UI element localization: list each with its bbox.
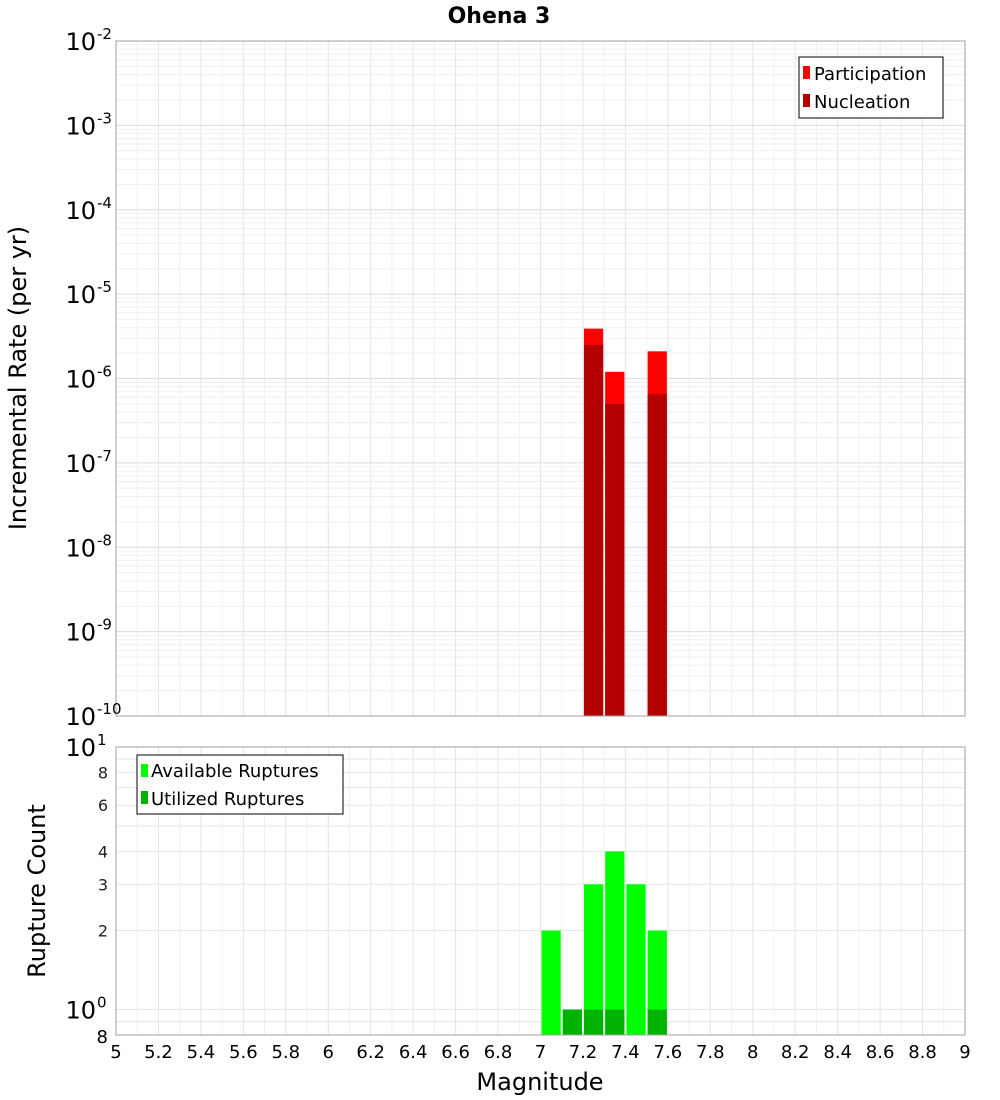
bar-utilized-ruptures bbox=[605, 1009, 625, 1035]
y-tick-exponent: -3 bbox=[97, 109, 112, 127]
x-tick-label: 6.2 bbox=[356, 1042, 385, 1063]
y-tick-label: 2 bbox=[98, 922, 108, 941]
x-tick-label: 8.4 bbox=[823, 1042, 852, 1063]
bar-available-ruptures bbox=[583, 884, 604, 1035]
chart-title: Ohena 3 bbox=[448, 4, 551, 29]
x-tick-label: 6.4 bbox=[399, 1042, 428, 1063]
bar-utilized-ruptures bbox=[583, 1009, 604, 1035]
legend-swatch-nucleation bbox=[803, 94, 810, 107]
bottom-y-axis-label: Rupture Count bbox=[23, 804, 51, 978]
y-tick-label: 10 bbox=[65, 734, 96, 762]
y-tick-exponent: -6 bbox=[97, 363, 112, 381]
bar-available-ruptures bbox=[647, 930, 667, 1035]
bottom-plot-frame bbox=[115, 746, 966, 1036]
y-tick-label: 10 bbox=[65, 534, 96, 562]
bar-nucleation bbox=[605, 403, 625, 716]
bar-utilized-ruptures bbox=[647, 1009, 667, 1035]
x-tick-label: 6.6 bbox=[441, 1042, 470, 1063]
y-tick-label: 10 bbox=[65, 28, 96, 56]
x-tick-label: 6.8 bbox=[484, 1042, 513, 1063]
y-tick-label: 10 bbox=[65, 450, 96, 478]
bar-nucleation bbox=[583, 344, 604, 716]
top-legend-box bbox=[798, 56, 944, 119]
bar-nucleation bbox=[647, 394, 667, 716]
top-plot-frame bbox=[115, 40, 966, 717]
x-tick-label: 9 bbox=[959, 1042, 970, 1063]
top-legend: Participation Nucleation bbox=[798, 56, 944, 119]
bottom-legend: Available Ruptures Utilized Ruptures bbox=[136, 754, 344, 815]
legend-label-participation: Participation bbox=[814, 64, 926, 85]
x-axis-ticks: 5 5.2 5.4 5.6 5.8 6 6.2 6.4 6.6 6.8 7 7.2 7.4 7.6 7.8 8… bbox=[110, 1042, 970, 1063]
y-tick-label: 10 bbox=[65, 619, 96, 647]
x-tick-label: 7.8 bbox=[696, 1042, 725, 1063]
bar-available-ruptures bbox=[605, 851, 625, 1035]
x-tick-label: 6 bbox=[323, 1042, 334, 1063]
y-tick-exponent: -8 bbox=[97, 531, 112, 549]
y-tick-label: 10 bbox=[65, 366, 96, 394]
x-tick-label: 5.6 bbox=[229, 1042, 258, 1063]
y-tick-label: 8 bbox=[97, 1027, 108, 1048]
x-axis-label: Magnitude bbox=[476, 1068, 603, 1096]
y-tick-exponent: 0 bbox=[97, 994, 107, 1012]
y-tick-exponent: -2 bbox=[97, 25, 112, 43]
x-tick-label: 7.2 bbox=[569, 1042, 598, 1063]
x-tick-label: 7.4 bbox=[611, 1042, 640, 1063]
y-tick-exponent: -9 bbox=[97, 616, 112, 634]
legend-label-utilized-ruptures: Utilized Ruptures bbox=[151, 789, 304, 810]
y-tick-label: 10 bbox=[65, 197, 96, 225]
y-tick-label: 3 bbox=[98, 875, 108, 894]
y-tick-label: 10 bbox=[65, 997, 96, 1025]
bar-utilized-ruptures bbox=[562, 1009, 582, 1035]
x-tick-label: 5 bbox=[110, 1042, 121, 1063]
y-tick-label: 8 bbox=[98, 763, 108, 782]
y-tick-exponent: -7 bbox=[97, 447, 112, 465]
legend-label-available-ruptures: Available Ruptures bbox=[151, 761, 319, 782]
x-tick-label: 5.2 bbox=[144, 1042, 173, 1063]
x-tick-label: 8.8 bbox=[908, 1042, 937, 1063]
bottom-legend-box bbox=[136, 754, 344, 815]
top-y-axis-label: Incremental Rate (per yr) bbox=[4, 226, 32, 530]
x-tick-label: 8 bbox=[747, 1042, 758, 1063]
top-bars bbox=[583, 328, 667, 716]
y-tick-exponent: 1 bbox=[97, 731, 107, 749]
legend-swatch-utilized-ruptures bbox=[141, 791, 148, 804]
x-tick-label: 7 bbox=[535, 1042, 546, 1063]
y-tick-exponent: -10 bbox=[97, 700, 122, 718]
y-tick-label: 10 bbox=[65, 703, 96, 731]
x-tick-label: 5.4 bbox=[187, 1042, 216, 1063]
bottom-bars bbox=[541, 851, 667, 1035]
legend-swatch-participation bbox=[803, 66, 810, 79]
legend-label-nucleation: Nucleation bbox=[814, 92, 910, 113]
top-grid bbox=[115, 41, 966, 717]
y-tick-label: 10 bbox=[65, 281, 96, 309]
y-tick-label: 10 bbox=[65, 112, 96, 140]
y-tick-exponent: -5 bbox=[97, 278, 112, 296]
x-tick-label: 8.6 bbox=[866, 1042, 895, 1063]
bar-available-ruptures bbox=[541, 930, 561, 1035]
y-tick-exponent: -4 bbox=[97, 194, 112, 212]
y-tick-label: 6 bbox=[98, 796, 108, 815]
y-tick-label: 4 bbox=[98, 842, 108, 861]
x-tick-label: 5.8 bbox=[271, 1042, 300, 1063]
bar-available-ruptures bbox=[626, 884, 646, 1035]
legend-swatch-available-ruptures bbox=[141, 764, 148, 777]
x-tick-label: 8.2 bbox=[781, 1042, 810, 1063]
x-tick-label: 7.6 bbox=[654, 1042, 683, 1063]
